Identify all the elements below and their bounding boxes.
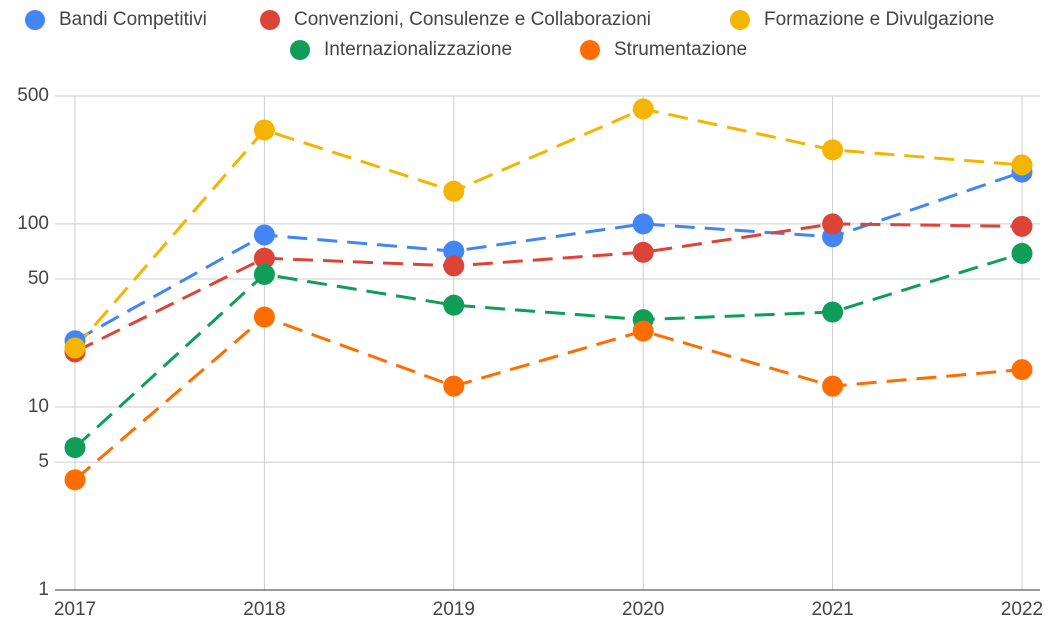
legend-swatch xyxy=(25,10,45,30)
data-point xyxy=(822,139,844,161)
data-point xyxy=(822,213,844,235)
data-point xyxy=(64,337,86,359)
series-line xyxy=(74,170,1023,343)
data-point xyxy=(253,306,275,328)
x-tick-label: 2020 xyxy=(622,599,664,620)
y-tick-label: 100 xyxy=(17,213,49,234)
y-tick-label: 10 xyxy=(28,396,49,417)
data-point xyxy=(632,213,654,235)
data-point xyxy=(632,241,654,263)
data-point xyxy=(822,301,844,323)
data-point xyxy=(64,469,86,491)
data-point xyxy=(443,294,465,316)
data-point xyxy=(1011,154,1033,176)
data-point xyxy=(443,180,465,202)
data-point xyxy=(1011,215,1033,237)
data-point xyxy=(253,224,275,246)
x-tick-label: 2022 xyxy=(1001,599,1043,620)
legend-swatch xyxy=(580,40,600,60)
legend-label: Strumentazione xyxy=(614,39,747,60)
data-point xyxy=(822,375,844,397)
data-point xyxy=(443,255,465,277)
series-line xyxy=(73,251,1023,449)
y-tick-label: 1 xyxy=(38,579,49,600)
series-line xyxy=(74,315,1023,481)
legend-swatch xyxy=(290,40,310,60)
x-tick-label: 2021 xyxy=(811,599,853,620)
data-point xyxy=(64,437,86,459)
x-tick-label: 2019 xyxy=(433,599,475,620)
legend-label: Formazione e Divulgazione xyxy=(764,9,994,30)
series-line xyxy=(73,107,1023,349)
data-point xyxy=(1011,242,1033,264)
data-point xyxy=(253,247,275,269)
data-point xyxy=(253,119,275,141)
data-point xyxy=(632,320,654,342)
data-point xyxy=(443,375,465,397)
legend-swatch xyxy=(730,10,750,30)
legend-label: Bandi Competitivi xyxy=(59,9,207,30)
x-tick-label: 2017 xyxy=(54,599,96,620)
data-point xyxy=(443,240,465,262)
x-tick-label: 2018 xyxy=(243,599,285,620)
legend-label: Convenzioni, Consulenze e Collaborazioni xyxy=(294,9,651,30)
series-line xyxy=(74,222,1023,354)
y-tick-label: 5 xyxy=(38,451,49,472)
y-tick-label: 50 xyxy=(28,268,49,289)
legend-swatch xyxy=(260,10,280,30)
legend-label: Internazionalizzazione xyxy=(324,39,512,60)
data-point xyxy=(253,263,275,285)
y-tick-label: 500 xyxy=(17,85,49,106)
data-point xyxy=(632,98,654,120)
data-point xyxy=(1011,359,1033,381)
